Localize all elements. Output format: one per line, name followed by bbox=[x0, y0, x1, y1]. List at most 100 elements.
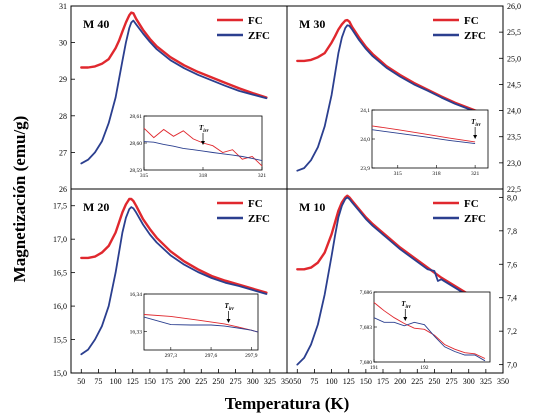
inset-arrow-head bbox=[226, 319, 231, 323]
series-line-fc bbox=[80, 197, 268, 294]
inset-y-tick-label: 28,59 bbox=[130, 168, 143, 174]
inset-tirr-label: Tirr bbox=[471, 118, 481, 128]
y-tick-label: 15,5 bbox=[53, 336, 67, 345]
inset-x-tick-label: 191 bbox=[370, 365, 379, 371]
panel-label: M 10 bbox=[299, 200, 325, 214]
inset-arrow-head bbox=[201, 141, 205, 145]
y-tick-label: 7,4 bbox=[507, 294, 517, 303]
inset-line-zfc bbox=[143, 141, 263, 162]
legend-label-zfc: ZFC bbox=[248, 213, 270, 225]
x-tick-label: 150 bbox=[360, 377, 372, 386]
panels-group: 26 27 28 29 30 31 M 40 FC ZFC 28,59 28,60 28,61 315 3… bbox=[53, 2, 521, 386]
inset-y-tick-label: 7,686 bbox=[360, 290, 373, 296]
y-tick-label: 8,0 bbox=[507, 193, 517, 202]
x-tick-label: 250 bbox=[212, 377, 224, 386]
y-tick-label: 16,5 bbox=[53, 269, 67, 278]
y-tick-label: 7,0 bbox=[507, 361, 517, 370]
inset-tirr-label: Tirr bbox=[401, 300, 411, 310]
y-tick-label: 7,8 bbox=[507, 227, 517, 236]
x-tick-label: 300 bbox=[463, 377, 475, 386]
inset-top-right: 23,9 24,0 24,1 315 318 321 Tirr bbox=[360, 108, 489, 177]
inset-line-zfc bbox=[371, 129, 476, 145]
panel-top-right: 22,5 23,0 23,5 24,0 24,5 25,0 25,5 26,0 M 30 FC ZF… bbox=[286, 2, 521, 194]
legend-label-zfc: ZFC bbox=[248, 30, 270, 42]
inset-x-tick-label: 297,6 bbox=[205, 353, 218, 359]
x-tick-label: 75 bbox=[310, 377, 318, 386]
panel-bottom-right: 7,0 7,2 7,4 7,6 7,8 8,0 50 75 100 125 150 175 200 225… bbox=[286, 188, 517, 386]
inset-line-zfc bbox=[373, 317, 486, 362]
x-tick-label: 125 bbox=[343, 377, 355, 386]
inset-arrow-head bbox=[473, 135, 478, 139]
y-tick-label: 15,0 bbox=[53, 369, 67, 378]
inset-tirr-label: Tirr bbox=[199, 124, 209, 134]
y-tick-label: 31 bbox=[59, 2, 67, 11]
x-tick-label: 250 bbox=[428, 377, 440, 386]
x-tick-label: 275 bbox=[446, 377, 458, 386]
inset-y-tick-label: 7,683 bbox=[360, 325, 373, 331]
inset-top-left: 28,59 28,60 28,61 315 318 321 Tirr bbox=[130, 114, 267, 179]
inset-x-tick-label: 315 bbox=[394, 171, 403, 177]
legend-label-zfc: ZFC bbox=[464, 213, 486, 225]
inset-y-tick-label: 24,1 bbox=[360, 108, 370, 114]
inset-line-zfc bbox=[143, 316, 259, 333]
y-tick-label: 25,0 bbox=[507, 54, 521, 63]
y-tick-label: 26 bbox=[59, 185, 67, 194]
inset-frame bbox=[143, 293, 259, 351]
y-tick-label: 26,0 bbox=[507, 2, 521, 11]
series-line-zfc bbox=[296, 24, 484, 172]
inset-x-tick-label: 315 bbox=[140, 173, 149, 179]
panel-label: M 40 bbox=[83, 17, 109, 31]
inset-arrow-head bbox=[403, 317, 408, 321]
x-tick-label: 325 bbox=[264, 377, 276, 386]
panel-frame bbox=[286, 188, 504, 374]
y-tick-label: 29 bbox=[59, 75, 67, 84]
panel-label: M 30 bbox=[299, 17, 325, 31]
inset-tirr-label: Tirr bbox=[224, 302, 234, 312]
legend-label-zfc: ZFC bbox=[464, 30, 486, 42]
x-tick-label: 50 bbox=[293, 377, 301, 386]
x-tick-label: 200 bbox=[394, 377, 406, 386]
inset-x-tick-label: 192 bbox=[420, 365, 429, 371]
inset-x-tick-label: 297,9 bbox=[245, 353, 258, 359]
x-tick-label: 175 bbox=[161, 377, 173, 386]
y-axis-title: Magnetización (emu/g) bbox=[10, 116, 29, 283]
x-tick-label: 225 bbox=[411, 377, 423, 386]
inset-y-tick-label: 23,9 bbox=[360, 166, 370, 172]
x-tick-label: 350 bbox=[497, 377, 509, 386]
inset-x-tick-label: 321 bbox=[471, 171, 480, 177]
y-tick-label: 24,5 bbox=[507, 80, 521, 89]
series-line-zfc bbox=[296, 196, 484, 366]
panel-bottom-left: 15,0 15,5 16,0 16,5 17,0 17,5 50 75 100 125 150 175… bbox=[53, 188, 293, 386]
x-tick-label: 300 bbox=[247, 377, 259, 386]
series-line-zfc bbox=[80, 206, 268, 356]
x-tick-label: 275 bbox=[230, 377, 242, 386]
series-line-fc bbox=[80, 11, 268, 99]
y-tick-label: 17,5 bbox=[53, 202, 67, 211]
y-tick-label: 7,6 bbox=[507, 260, 517, 269]
y-tick-label: 17,0 bbox=[53, 235, 67, 244]
y-tick-label: 25,5 bbox=[507, 28, 521, 37]
y-tick-label: 23,5 bbox=[507, 133, 521, 142]
x-tick-label: 100 bbox=[326, 377, 338, 386]
legend-label-fc: FC bbox=[248, 15, 263, 27]
legend-label-fc: FC bbox=[248, 198, 263, 210]
y-tick-label: 28 bbox=[59, 112, 67, 121]
panel-top-left: 26 27 28 29 30 31 M 40 FC ZFC 28,59 28,60 28,61 315 3… bbox=[59, 2, 288, 194]
x-tick-label: 75 bbox=[94, 377, 102, 386]
y-tick-label: 30 bbox=[59, 39, 67, 48]
inset-bottom-right: 7,680 7,683 7,686 191 192 Tirr bbox=[360, 290, 491, 371]
inset-x-tick-label: 318 bbox=[432, 171, 441, 177]
x-tick-label: 225 bbox=[195, 377, 207, 386]
inset-y-tick-label: 24,0 bbox=[360, 137, 370, 143]
inset-y-tick-label: 28,60 bbox=[130, 141, 143, 147]
inset-y-tick-label: 16,34 bbox=[130, 292, 143, 298]
legend-label-fc: FC bbox=[464, 15, 479, 27]
y-tick-label: 7,2 bbox=[507, 327, 517, 336]
x-tick-label: 125 bbox=[127, 377, 139, 386]
inset-frame bbox=[371, 109, 489, 169]
inset-y-tick-label: 7,680 bbox=[360, 360, 373, 366]
x-tick-label: 50 bbox=[77, 377, 85, 386]
inset-x-tick-label: 297,3 bbox=[165, 353, 178, 359]
x-tick-label: 200 bbox=[178, 377, 190, 386]
